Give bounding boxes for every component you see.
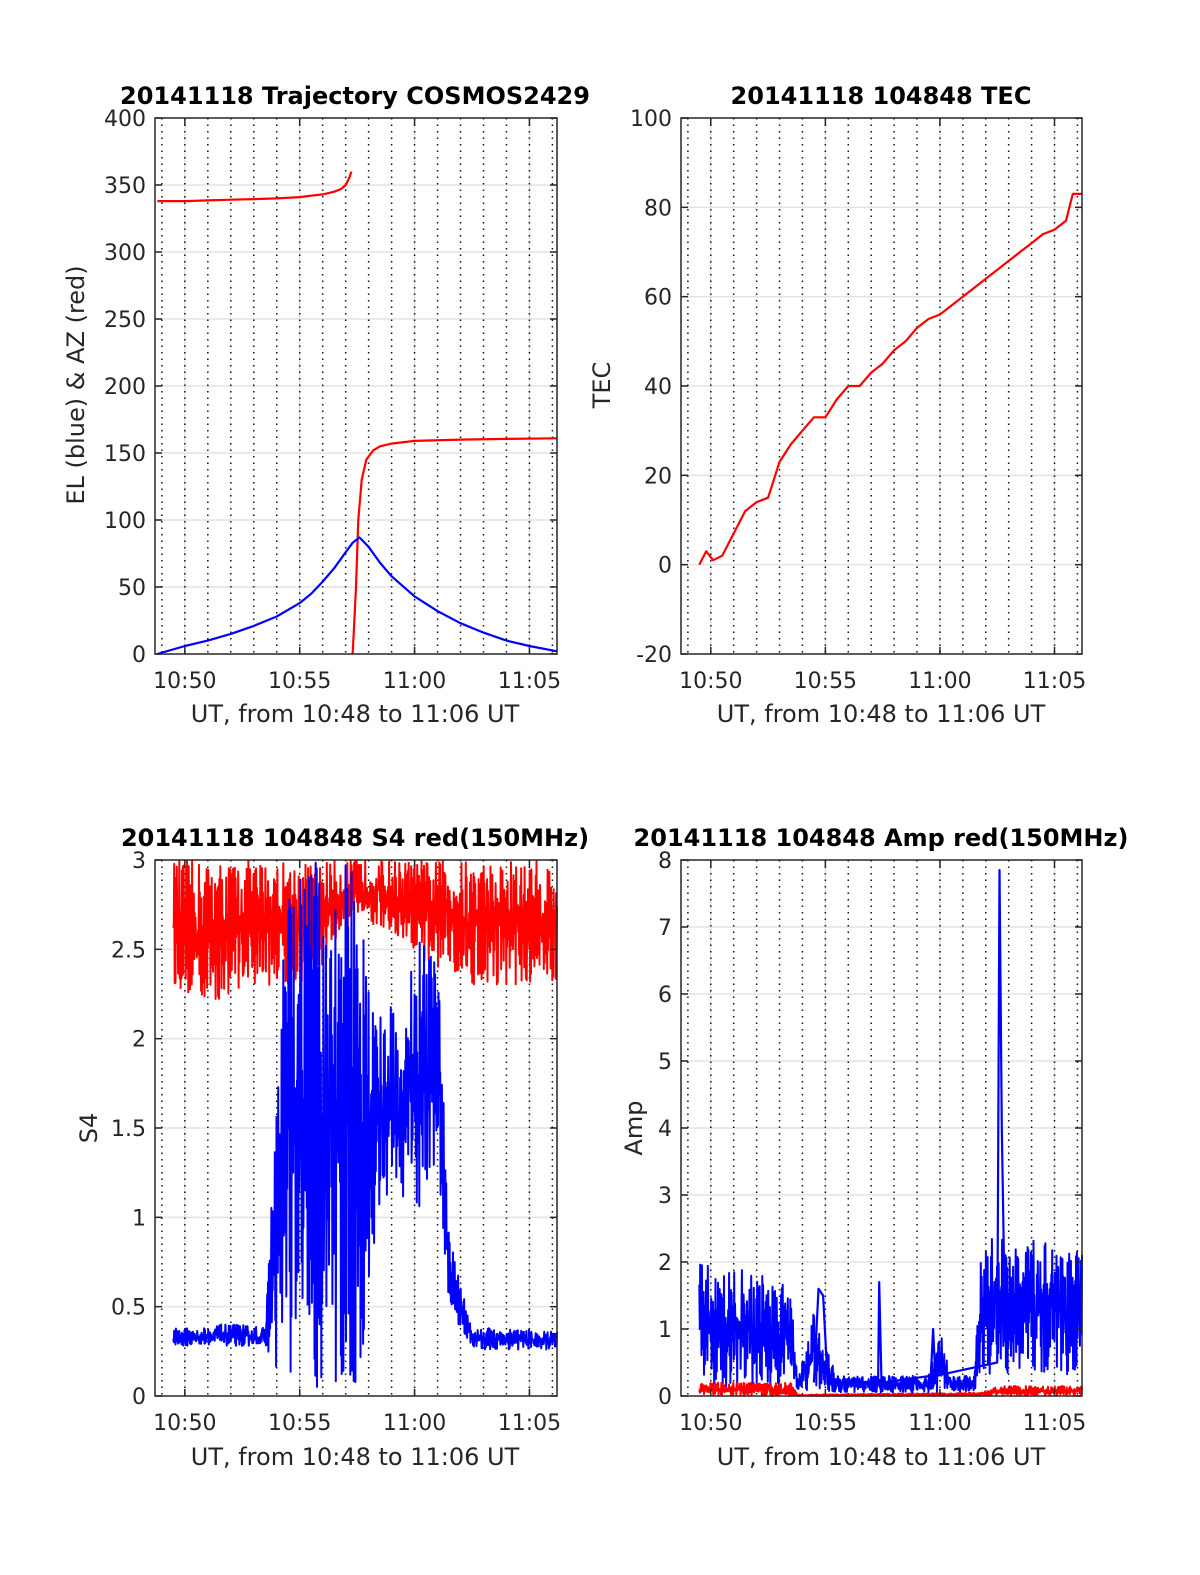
y-tick-label: 60	[644, 286, 672, 311]
x-tick-label: 10:50	[153, 1411, 216, 1436]
panel-title: 20141118 104848 S4 red(150MHz)	[121, 824, 589, 852]
y-tick-label: 50	[118, 576, 146, 601]
x-tick-label: 10:50	[679, 669, 742, 694]
x-tick-label: 10:55	[794, 1411, 857, 1436]
panel-title: 20141118 104848 Amp red(150MHz)	[634, 824, 1129, 852]
y-axis-label: TEC	[588, 362, 616, 410]
x-tick-label: 11:05	[1023, 669, 1086, 694]
y-tick-label: 0	[658, 1385, 672, 1410]
y-tick-label: 7	[658, 916, 672, 941]
series-line-1	[172, 861, 558, 1388]
x-tick-label: 10:55	[794, 669, 857, 694]
series-line-0	[172, 859, 558, 1000]
y-tick-label: 3	[658, 1184, 672, 1209]
y-tick-label: 100	[104, 509, 146, 534]
x-axis-label: UT, from 10:48 to 11:06 UT	[717, 1443, 1046, 1471]
series-line-0	[698, 1238, 1083, 1394]
y-tick-label: 6	[658, 983, 672, 1008]
panel-amp: 20141118 104848 Amp red(150MHz) UT, from…	[620, 824, 1128, 1471]
x-axis-label: UT, from 10:48 to 11:06 UT	[717, 700, 1046, 728]
x-axis-label: UT, from 10:48 to 11:06 UT	[191, 700, 520, 728]
panel-tec: 20141118 104848 TEC UT, from 10:48 to 11…	[588, 82, 1086, 728]
series-line-2	[698, 1381, 1083, 1397]
x-tick-label: 11:00	[383, 1411, 446, 1436]
y-tick-label: 350	[104, 174, 146, 199]
y-tick-label: 80	[644, 196, 672, 221]
y-axis-label: Amp	[620, 1100, 648, 1155]
x-tick-label: 10:50	[679, 1411, 742, 1436]
y-tick-label: 1	[658, 1318, 672, 1343]
y-tick-label: 400	[104, 107, 146, 132]
y-tick-label: 40	[644, 375, 672, 400]
x-tick-label: 11:05	[498, 1411, 561, 1436]
y-tick-label: 0.5	[111, 1296, 146, 1321]
x-tick-label: 11:05	[1023, 1411, 1086, 1436]
x-tick-label: 10:55	[268, 1411, 331, 1436]
y-tick-label: 0	[658, 554, 672, 579]
y-tick-label: 200	[104, 375, 146, 400]
y-tick-label: 250	[104, 308, 146, 333]
series-line-1	[156, 536, 558, 656]
x-tick-label: 11:00	[908, 1411, 971, 1436]
y-tick-label: 0	[132, 1385, 146, 1410]
y-tick-label: 1.5	[111, 1117, 146, 1142]
y-axis-label: EL (blue) & AZ (red)	[62, 265, 90, 504]
y-tick-label: 2	[658, 1251, 672, 1276]
y-tick-label: 8	[658, 849, 672, 874]
panel-title: 20141118 104848 TEC	[731, 82, 1032, 110]
y-tick-label: 1	[132, 1206, 146, 1231]
series-line-0	[698, 192, 1082, 566]
x-tick-label: 10:55	[268, 669, 331, 694]
x-tick-label: 11:05	[498, 669, 561, 694]
y-tick-label: 100	[630, 107, 672, 132]
panel-trajectory: 20141118 Trajectory COSMOS2429 UT, from …	[62, 82, 590, 728]
y-tick-label: 300	[104, 241, 146, 266]
x-tick-label: 11:00	[383, 669, 446, 694]
y-tick-label: 20	[644, 464, 672, 489]
x-tick-label: 10:50	[153, 669, 216, 694]
y-tick-label: 2	[132, 1028, 146, 1053]
y-tick-label: -20	[636, 643, 672, 668]
y-tick-label: 150	[104, 442, 146, 467]
series-line-1	[812, 869, 1007, 1384]
panel-title: 20141118 Trajectory COSMOS2429	[120, 82, 590, 110]
x-tick-label: 11:00	[908, 669, 971, 694]
panel-s4: 20141118 104848 S4 red(150MHz) UT, from …	[75, 824, 589, 1471]
y-tick-label: 3	[132, 849, 146, 874]
y-tick-label: 0	[132, 643, 146, 668]
y-axis-label: S4	[75, 1113, 103, 1144]
series-line-0	[157, 171, 558, 655]
x-axis-label: UT, from 10:48 to 11:06 UT	[191, 1443, 520, 1471]
y-tick-label: 2.5	[111, 938, 146, 963]
y-tick-label: 5	[658, 1050, 672, 1075]
y-tick-label: 4	[658, 1117, 672, 1142]
